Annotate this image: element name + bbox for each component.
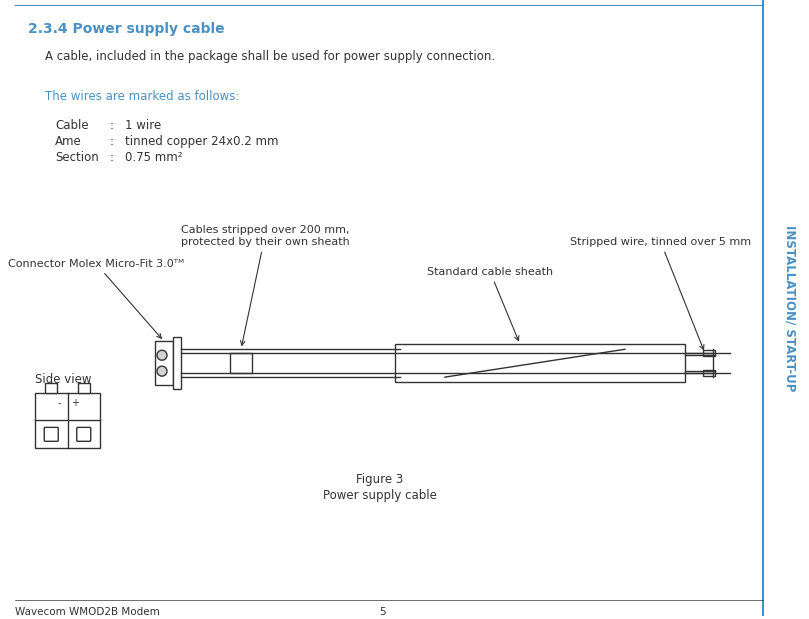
- Bar: [35, 393, 100, 448]
- Text: :: :: [110, 151, 114, 164]
- Bar: [78, 383, 90, 393]
- Text: :: :: [110, 136, 114, 149]
- Text: -: -: [57, 398, 61, 408]
- Text: +: +: [71, 398, 79, 408]
- Bar: [703, 350, 715, 356]
- Text: A cable, included in the package shall be used for power supply connection.: A cable, included in the package shall b…: [45, 50, 495, 63]
- FancyBboxPatch shape: [77, 427, 91, 441]
- Text: Side view: Side view: [35, 373, 91, 386]
- Text: Connector Molex Micro-Fit 3.0ᵀᴹ: Connector Molex Micro-Fit 3.0ᵀᴹ: [8, 259, 184, 338]
- Text: 1 wire: 1 wire: [125, 119, 161, 132]
- Text: 2.3.4 Power supply cable: 2.3.4 Power supply cable: [28, 22, 225, 36]
- Text: 5: 5: [379, 607, 387, 617]
- Text: :: :: [110, 119, 114, 132]
- Circle shape: [157, 350, 167, 360]
- FancyBboxPatch shape: [44, 427, 58, 441]
- Text: Cables stripped over 200 mm,
protected by their own sheath: Cables stripped over 200 mm, protected b…: [180, 225, 349, 345]
- Bar: [173, 337, 181, 389]
- Bar: [230, 353, 252, 373]
- Text: Standard cable sheath: Standard cable sheath: [427, 267, 553, 340]
- Bar: [45, 383, 57, 393]
- Text: Stripped wire, tinned over 5 mm: Stripped wire, tinned over 5 mm: [570, 237, 751, 350]
- Text: Figure 3: Figure 3: [357, 473, 404, 486]
- Text: Power supply cable: Power supply cable: [323, 488, 437, 501]
- Bar: [703, 370, 715, 376]
- Text: tinned copper 24x0.2 mm: tinned copper 24x0.2 mm: [125, 136, 278, 149]
- Bar: [155, 341, 173, 385]
- Bar: [395, 344, 685, 382]
- Text: Wavecom WMOD2B Modem: Wavecom WMOD2B Modem: [15, 607, 159, 617]
- Circle shape: [157, 366, 167, 376]
- Text: 0.75 mm²: 0.75 mm²: [125, 151, 183, 164]
- Text: Section: Section: [55, 151, 99, 164]
- Text: The wires are marked as follows:: The wires are marked as follows:: [45, 90, 239, 103]
- Text: INSTALLATION/ START-UP: INSTALLATION/ START-UP: [783, 225, 797, 392]
- Text: Ame: Ame: [55, 136, 82, 149]
- Text: Cable: Cable: [55, 119, 89, 132]
